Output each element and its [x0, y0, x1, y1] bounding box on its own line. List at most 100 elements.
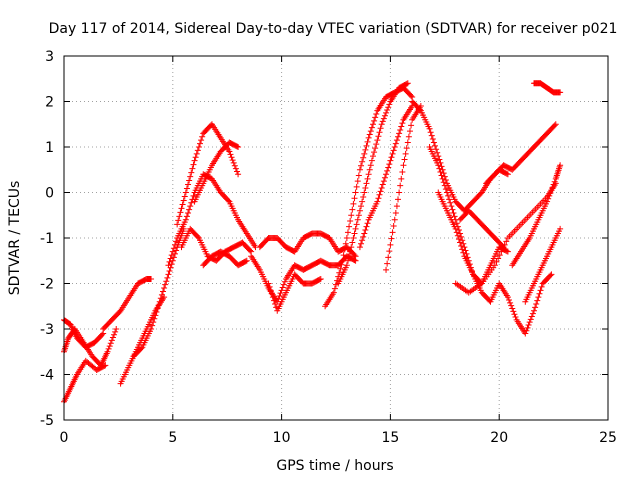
data-point — [386, 161, 393, 168]
data-point — [369, 153, 376, 160]
data-point — [534, 297, 541, 304]
data-point — [365, 171, 372, 178]
data-points — [61, 80, 564, 405]
y-tick-label: -4 — [40, 368, 54, 384]
data-point — [393, 137, 400, 144]
data-point — [436, 165, 443, 172]
data-point — [342, 240, 349, 247]
data-point — [199, 133, 206, 140]
data-point — [387, 157, 394, 164]
data-point — [531, 307, 538, 314]
data-point — [138, 345, 145, 352]
data-point — [442, 186, 449, 193]
series-track-21 — [435, 189, 511, 287]
data-point — [383, 109, 390, 116]
data-point — [277, 290, 284, 297]
data-point — [358, 203, 365, 210]
data-point — [156, 298, 163, 305]
data-point — [451, 213, 458, 220]
data-point — [397, 182, 404, 189]
data-point — [243, 257, 250, 264]
data-point — [343, 262, 350, 269]
data-point — [359, 158, 366, 165]
data-point — [363, 142, 370, 149]
data-point — [403, 80, 410, 87]
data-point — [279, 284, 286, 291]
data-point — [190, 161, 197, 168]
series-track-11 — [200, 248, 250, 269]
y-tick-label: -2 — [40, 277, 54, 293]
data-point — [336, 269, 343, 276]
series-track-4 — [100, 275, 155, 332]
data-point — [242, 258, 249, 265]
data-point — [351, 195, 358, 202]
data-point — [166, 267, 173, 274]
data-point — [180, 197, 187, 204]
y-tick-label: 0 — [45, 186, 54, 202]
data-point — [388, 154, 395, 161]
data-point — [529, 310, 536, 317]
data-point — [453, 229, 460, 236]
data-point — [339, 257, 346, 264]
series-track-6 — [130, 225, 187, 360]
series-track-17 — [356, 103, 416, 251]
data-point — [395, 196, 402, 203]
plot-frame — [63, 55, 609, 421]
data-point — [385, 104, 392, 111]
data-point — [545, 195, 552, 202]
y-tick-label: 1 — [45, 140, 54, 156]
data-point — [108, 337, 115, 344]
data-point — [399, 169, 406, 176]
data-point — [384, 107, 391, 114]
data-point — [346, 223, 353, 230]
data-point — [392, 140, 399, 147]
data-point — [398, 175, 405, 182]
data-point — [503, 248, 510, 255]
series-track-18 — [383, 103, 424, 273]
data-point — [363, 223, 370, 230]
data-point — [445, 192, 452, 199]
data-point — [362, 184, 369, 191]
series-track-10 — [191, 139, 242, 205]
data-point — [390, 147, 397, 154]
data-point — [186, 177, 193, 184]
data-point — [368, 124, 375, 131]
data-point — [547, 272, 554, 279]
data-point — [527, 316, 534, 323]
data-point — [228, 154, 235, 161]
data-point — [503, 238, 510, 245]
y-tick-label: -3 — [40, 322, 54, 338]
data-point — [153, 308, 160, 315]
data-point — [195, 144, 202, 150]
x-tick-label: 25 — [599, 430, 617, 446]
data-point — [360, 233, 367, 240]
data-point — [270, 297, 277, 304]
data-point — [281, 278, 288, 285]
data-point — [361, 230, 368, 237]
data-point — [104, 348, 111, 355]
data-point — [371, 149, 378, 156]
data-point — [377, 125, 384, 132]
data-point — [106, 343, 113, 350]
data-point — [149, 322, 156, 329]
y-tick-label: -5 — [40, 413, 54, 429]
data-point — [182, 189, 189, 196]
data-point — [105, 345, 112, 352]
data-point — [396, 130, 403, 137]
data-point — [360, 194, 367, 201]
data-point — [548, 271, 555, 278]
data-point — [188, 169, 195, 176]
data-point — [174, 221, 181, 228]
data-point — [383, 266, 390, 273]
data-point — [533, 300, 540, 307]
series-track-15 — [322, 84, 416, 310]
data-point — [364, 175, 371, 182]
data-point — [165, 262, 172, 269]
data-point — [372, 114, 379, 121]
data-point — [102, 362, 109, 369]
data-point — [276, 293, 283, 300]
data-point — [363, 180, 370, 187]
data-point — [391, 216, 398, 223]
data-point — [158, 291, 165, 298]
